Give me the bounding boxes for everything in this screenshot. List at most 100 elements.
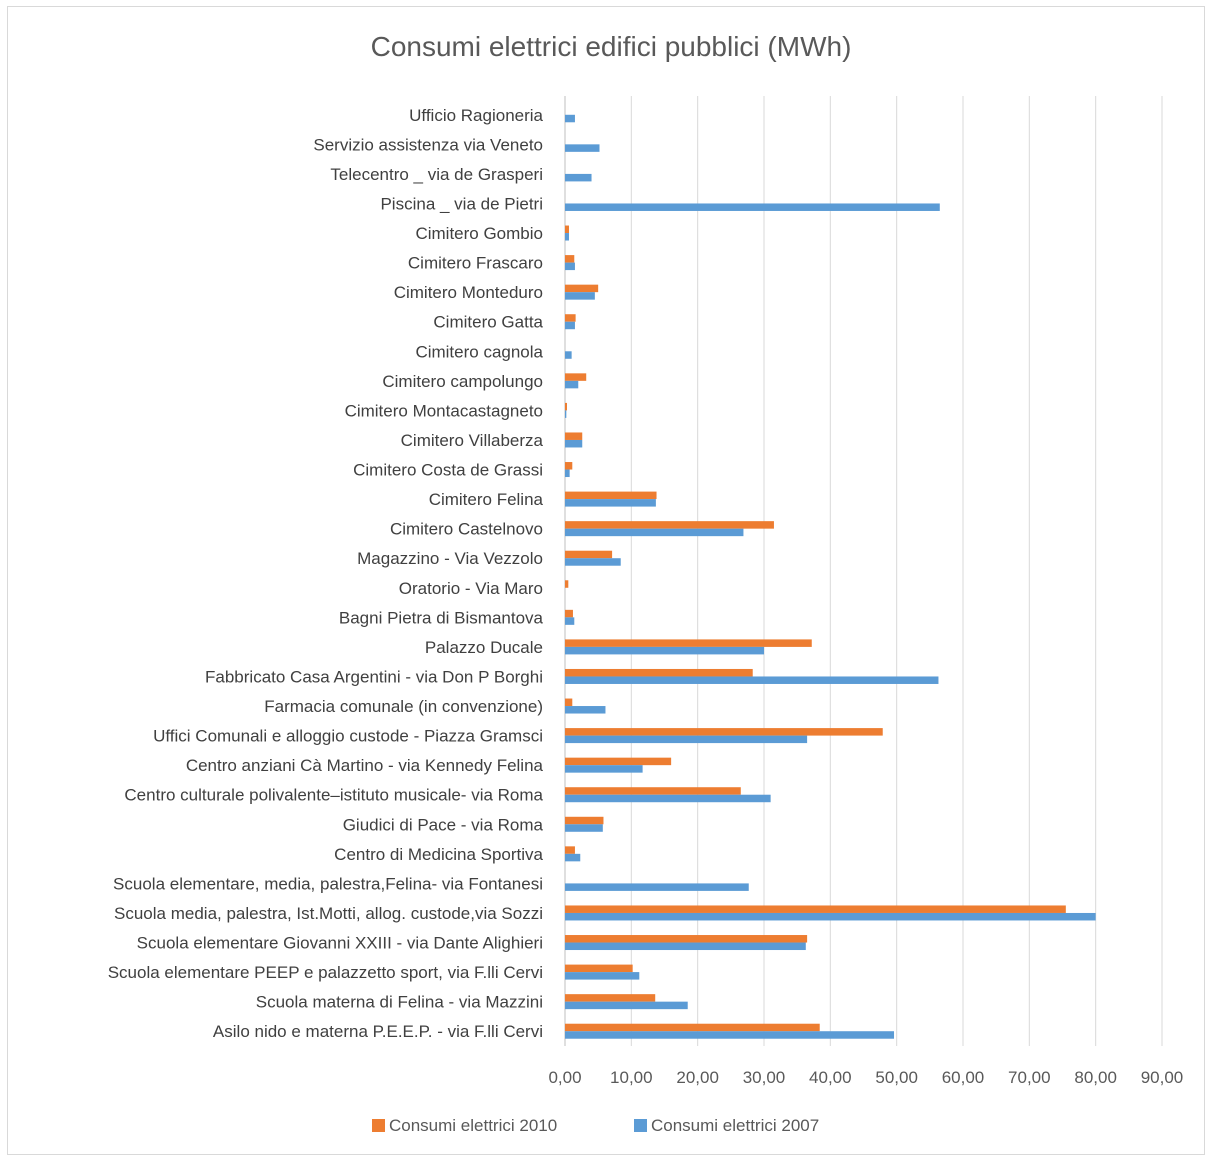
bar-2010 [565, 787, 741, 795]
bar-2010 [565, 964, 633, 973]
category-label: Scuola materna di Felina - via Mazzini [256, 993, 543, 1012]
bar-2007 [565, 912, 1096, 921]
bar-2007 [565, 972, 640, 980]
category-label: Cimitero Costa de Grassi [353, 461, 543, 480]
bar-2007 [565, 144, 600, 152]
category-label: Ufficio Ragioneria [409, 106, 543, 125]
legend-label: Consumi elettrici 2007 [651, 1116, 819, 1135]
x-tick-label: 20,00 [676, 1068, 719, 1087]
x-tick-label: 0,00 [548, 1068, 581, 1087]
bar-2010 [565, 432, 583, 440]
bar-2010 [565, 609, 573, 618]
category-label: Cimitero Montacastagneto [345, 401, 543, 420]
bar-2007 [565, 1031, 895, 1039]
bar-2007 [565, 203, 940, 211]
legend-swatch [372, 1119, 385, 1132]
category-label: Oratorio - Via Maro [399, 579, 543, 598]
category-label: Palazzo Ducale [425, 638, 543, 657]
bar-2010 [565, 402, 567, 411]
bar-2010 [565, 668, 753, 677]
category-label: Magazzino - Via Vezzolo [357, 549, 543, 568]
legend: Consumi elettrici 2010 Consumi elettrici … [372, 1116, 819, 1135]
bar-2007 [565, 351, 572, 359]
category-label: Giudici di Pace - via Roma [343, 815, 544, 834]
category-label: Piscina _ via de Pietri [380, 194, 543, 213]
bar-2010 [565, 994, 656, 1002]
category-label: Cimitero cagnola [415, 342, 543, 361]
bar-2007 [565, 410, 567, 418]
x-tick-label: 70,00 [1008, 1068, 1051, 1087]
category-label: Cimitero campolungo [382, 372, 543, 391]
bar-2007 [565, 499, 656, 507]
bar-2007 [565, 942, 806, 951]
bar-2007 [565, 617, 575, 625]
x-tick-label: 80,00 [1074, 1068, 1117, 1087]
bar-2010 [565, 905, 1066, 913]
bar-2010 [565, 314, 576, 322]
category-label: Cimitero Villaberza [401, 431, 544, 450]
x-tick-label: 40,00 [809, 1068, 852, 1087]
bar-2010 [565, 846, 575, 854]
category-label: Fabbricato Casa Argentini - via Don P Bo… [205, 667, 543, 686]
category-label: Cimitero Felina [429, 490, 544, 509]
bar-2007 [565, 233, 569, 241]
category-label: Servizio assistenza via Veneto [313, 135, 543, 154]
category-label: Telecentro _ via de Grasperi [330, 165, 543, 184]
category-label: Farmacia comunale (in convenzione) [264, 697, 543, 716]
category-label: Cimitero Gatta [433, 313, 543, 332]
bar-2010 [565, 698, 573, 707]
x-tick-label: 90,00 [1141, 1068, 1184, 1087]
bar-2010 [565, 935, 808, 943]
bar-2007 [565, 824, 603, 832]
category-label: Centro di Medicina Sportiva [334, 845, 543, 864]
bar-2007 [565, 469, 570, 478]
bar-2007 [565, 262, 575, 271]
category-label: Asilo nido e materna P.E.E.P. - via F.ll… [213, 1022, 543, 1041]
category-label: Bagni Pietra di Bismantova [339, 608, 544, 627]
category-label: Scuola media, palestra, Ist.Motti, allog… [114, 904, 543, 923]
category-label: Scuola elementare PEEP e palazzetto spor… [108, 963, 543, 982]
legend-label: Consumi elettrici 2010 [389, 1116, 557, 1135]
bar-2007 [565, 292, 595, 300]
x-tick-label: 50,00 [875, 1068, 918, 1087]
category-labels: Ufficio Ragioneria Servizio assistenza vi… [108, 106, 544, 1041]
bar-2007 [565, 794, 771, 803]
bar-2007 [565, 676, 939, 684]
bar-2007 [565, 853, 581, 862]
x-tick-label: 30,00 [743, 1068, 786, 1087]
bar-2007 [565, 883, 749, 891]
bar-2010 [565, 284, 599, 293]
bar-2007 [565, 1001, 688, 1010]
category-label: Cimitero Monteduro [394, 283, 543, 302]
bar-2010 [565, 373, 587, 381]
category-label: Centro anziani Cà Martino - via Kennedy … [186, 756, 544, 775]
x-tick-label: 60,00 [942, 1068, 985, 1087]
bar-2010 [565, 728, 883, 736]
chart-title: Consumi elettrici edifici pubblici (MWh) [371, 31, 852, 62]
bar-2010 [565, 580, 569, 588]
bar-2010 [565, 550, 613, 559]
category-label: Scuola elementare Giovanni XXIII - via D… [137, 934, 543, 953]
category-label: Cimitero Frascaro [408, 254, 543, 273]
bar-2010 [565, 816, 604, 825]
category-label: Uffici Comunali e alloggio custode - Pia… [153, 727, 543, 746]
bar-2010 [565, 462, 573, 470]
bar-2007 [565, 735, 808, 744]
bar-2007 [565, 321, 575, 330]
bar-2007 [565, 706, 606, 714]
category-label: Centro culturale polivalente–istituto mu… [124, 786, 543, 805]
bars [565, 114, 1096, 1039]
bar-2007 [565, 765, 643, 773]
bar-2007 [565, 173, 592, 182]
chart-frame [7, 6, 1205, 1155]
legend-swatch [634, 1119, 647, 1132]
bar-2007 [565, 380, 579, 389]
bar-2007 [565, 439, 583, 448]
bar-2010 [565, 639, 812, 647]
x-tick-label: 10,00 [610, 1068, 653, 1087]
bar-2007 [565, 558, 621, 566]
bar-2007 [565, 646, 764, 655]
gridlines [564, 96, 1163, 1046]
bar-2010 [565, 521, 774, 529]
